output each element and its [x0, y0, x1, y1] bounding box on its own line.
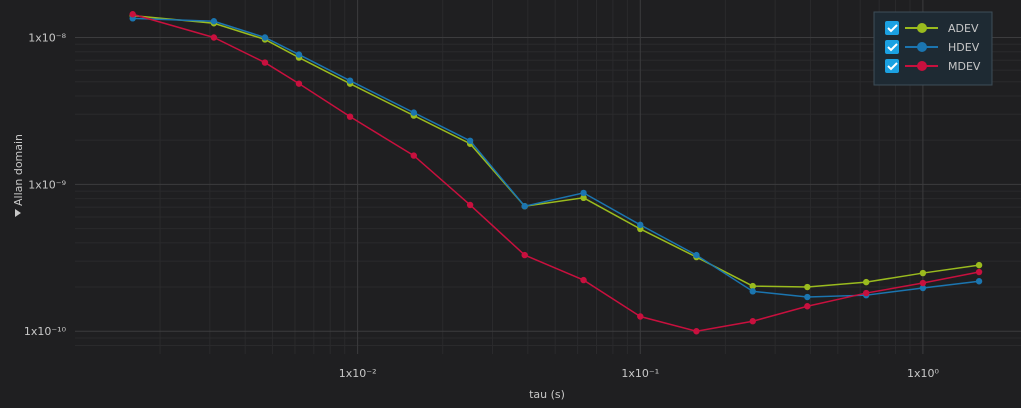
series-line: [132, 13, 980, 333]
data-point: [295, 51, 303, 58]
data-point: [637, 313, 644, 320]
checkmark: [887, 62, 898, 71]
legend-checkbox[interactable]: [885, 59, 899, 73]
y-tick-label: 1x10⁻¹⁰: [24, 325, 67, 338]
data-point: [863, 278, 870, 286]
data-point: [693, 251, 700, 259]
data-point: [693, 328, 700, 335]
data-point: [975, 261, 983, 269]
legend-checkbox[interactable]: [885, 40, 899, 54]
series-line: [132, 14, 980, 288]
data-point: [261, 59, 269, 66]
data-point: [919, 279, 927, 287]
series-line: [132, 17, 980, 298]
data-point: [804, 293, 811, 301]
legend-marker: [917, 61, 927, 71]
data-point: [749, 318, 756, 325]
legend-label: HDEV: [948, 41, 980, 54]
y-tick-label: 1x10⁻⁹: [28, 178, 66, 191]
x-tick-label: 1x10⁰: [907, 367, 940, 380]
collapse-arrow[interactable]: [15, 209, 21, 217]
legend-marker: [917, 42, 927, 52]
data-point: [261, 34, 269, 41]
legend-item[interactable]: ADEV: [885, 21, 979, 35]
data-point: [919, 284, 927, 292]
data-point: [521, 203, 528, 210]
data-point: [749, 288, 756, 295]
data-point: [466, 137, 474, 144]
legend-marker: [917, 23, 927, 33]
legend-item[interactable]: MDEV: [885, 59, 981, 73]
x-tick-label: 1x10⁻¹: [621, 367, 659, 380]
data-point: [210, 18, 218, 25]
data-point: [210, 34, 218, 41]
data-point: [295, 80, 303, 87]
data-point: [346, 113, 354, 120]
data-point: [521, 251, 528, 259]
data-point: [637, 221, 644, 229]
checkmark: [887, 43, 898, 52]
legend-item[interactable]: HDEV: [885, 40, 980, 54]
data-point: [804, 303, 811, 310]
data-point: [346, 77, 354, 84]
data-point: [410, 109, 417, 116]
data-point: [749, 282, 756, 290]
data-point: [804, 283, 811, 291]
y-axis-label: Allan domain: [12, 134, 25, 206]
data-point: [919, 269, 927, 277]
x-tick-label: 1x10⁻²: [339, 367, 377, 380]
data-point: [466, 201, 474, 209]
data-point: [863, 289, 870, 297]
data-point: [580, 189, 587, 197]
plot: [129, 11, 983, 335]
y-tick-label: 1x10⁻⁸: [28, 31, 66, 44]
data-point: [580, 276, 587, 284]
data-point: [410, 152, 417, 159]
y-axis-title[interactable]: Allan domain: [12, 134, 25, 217]
data-point: [975, 278, 983, 285]
legend-label: MDEV: [948, 60, 981, 73]
legend-checkbox[interactable]: [885, 21, 899, 35]
data-point: [580, 194, 587, 202]
data-point: [129, 11, 136, 18]
checkmark: [887, 24, 898, 33]
grid: 1x10⁻¹⁰ 1x10⁻⁹ 1x10⁻⁸ 1x10⁻² 1x10⁻¹ 1x10⁰: [24, 0, 1021, 380]
data-point: [975, 268, 983, 276]
legend: ADEV HDEV MDEV: [873, 11, 993, 86]
legend-label: ADEV: [948, 22, 979, 35]
x-axis-label: tau (s): [529, 388, 565, 401]
